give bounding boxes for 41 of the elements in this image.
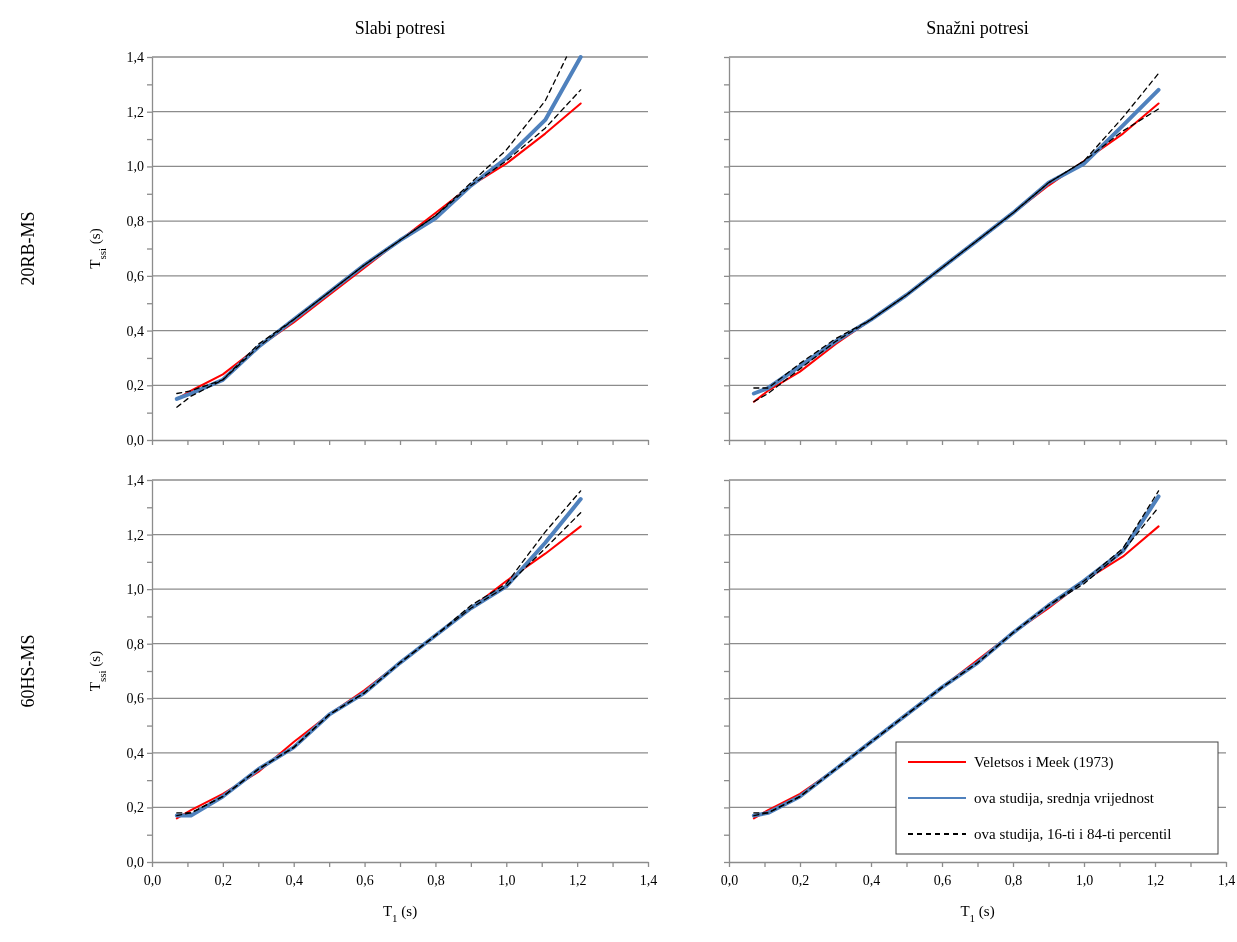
x-tick-label: 0,0 (720, 873, 739, 889)
y-tick-label: 0,0 (126, 854, 144, 870)
x-axis-title: T$_{1}$ (s) (960, 903, 995, 924)
y-tick-label: 0,6 (126, 691, 144, 707)
x-axis-title: T$_{1}$ (s) (382, 903, 418, 924)
legend-label: ova studija, 16-ti i 84-ti percentil (974, 826, 1172, 842)
chart-title: Slabi potresi (354, 18, 446, 38)
y-tick-label: 0,6 (126, 268, 144, 284)
x-tick-label: 0,4 (285, 873, 303, 889)
y-tick-label: 1,2 (126, 104, 144, 120)
y-tick-label: 0,8 (126, 214, 144, 230)
x-tick-label: 0,8 (427, 873, 445, 889)
x-tick-label: 0,8 (1004, 873, 1023, 889)
y-tick-label: 1,0 (126, 159, 144, 175)
x-tick-label: 1,2 (568, 873, 587, 889)
x-tick-label: 0,4 (862, 873, 881, 889)
x-tick-label: 1,2 (1146, 873, 1165, 889)
y-tick-label: 1,4 (126, 49, 144, 65)
y-tick-label: 1,4 (126, 472, 144, 488)
x-tick-label: 1,0 (498, 873, 516, 889)
y-tick-label: 0,4 (126, 323, 144, 339)
legend-label: Veletsos i Meek (1973) (974, 754, 1114, 771)
x-tick-label: 1,0 (1075, 873, 1094, 889)
y-tick-label: 0,4 (126, 745, 144, 761)
text: 60HS-MS (18, 634, 38, 708)
x-tick-label: 0,2 (791, 873, 810, 889)
text: 20RB-MS (18, 211, 38, 286)
y-tick-label: 1,0 (126, 582, 144, 598)
x-tick-label: 1,4 (639, 873, 658, 889)
y-tick-label: 0,0 (126, 432, 144, 448)
y-tick-label: 0,2 (126, 800, 144, 816)
x-tick-label: 0,0 (143, 873, 162, 889)
legend-label: ova studija, srednja vrijednost (974, 790, 1155, 806)
x-tick-label: 1,4 (1217, 873, 1236, 889)
y-tick-label: 0,8 (126, 636, 144, 652)
x-tick-label: 0,6 (356, 873, 374, 889)
y-tick-label: 1,2 (126, 527, 144, 543)
x-tick-label: 0,6 (933, 873, 952, 889)
chart-title: Snažni potresi (926, 18, 1029, 38)
x-tick-label: 0,2 (214, 873, 233, 889)
y-tick-label: 0,2 (126, 378, 144, 394)
